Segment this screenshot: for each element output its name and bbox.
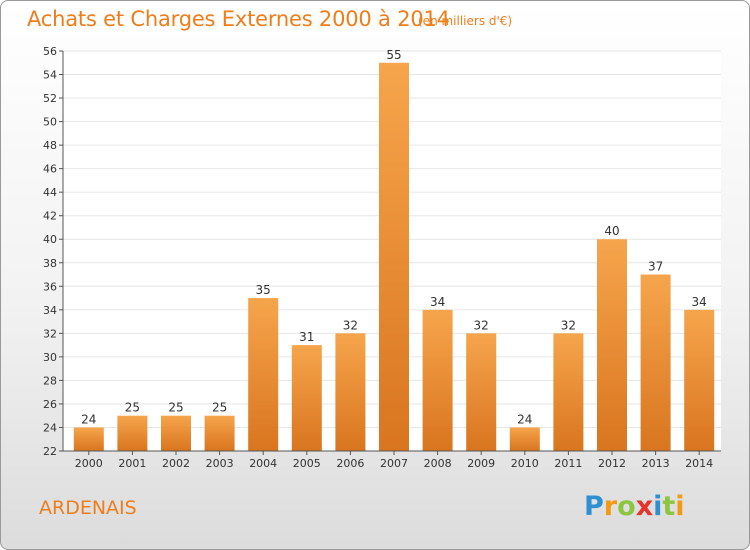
bar-value-label: 31 xyxy=(299,330,314,344)
x-tick-label: 2010 xyxy=(511,457,539,470)
logo-letter: i xyxy=(653,491,663,522)
y-tick-label: 42 xyxy=(43,210,57,223)
x-tick-label: 2006 xyxy=(336,457,364,470)
logo-letter: P xyxy=(584,491,604,522)
bar-value-label: 32 xyxy=(474,318,489,332)
x-tick-label: 2012 xyxy=(598,457,626,470)
bar xyxy=(161,415,191,451)
y-tick-label: 24 xyxy=(43,421,57,434)
y-tick-label: 46 xyxy=(43,163,57,176)
bar xyxy=(422,309,453,451)
x-tick-label: 2013 xyxy=(642,457,670,470)
bar-value-label: 32 xyxy=(343,318,358,332)
bar xyxy=(640,274,671,451)
y-tick-label: 22 xyxy=(43,445,57,458)
y-tick-label: 30 xyxy=(43,351,57,364)
y-tick-label: 52 xyxy=(43,92,57,105)
bar-value-label: 24 xyxy=(517,412,532,426)
commune-name: ARDENAIS xyxy=(39,497,137,519)
proxiti-logo: Proxiti xyxy=(584,491,685,522)
bar-value-label: 37 xyxy=(648,260,663,274)
x-tick-label: 2011 xyxy=(554,457,582,470)
x-tick-label: 2005 xyxy=(293,457,321,470)
value-labels: 24 25 25 25 35 31 32 55 34 32 24 32 40 37 34 xyxy=(81,48,707,427)
bar-value-label: 35 xyxy=(256,283,271,297)
bar xyxy=(117,415,148,451)
bar-value-label: 25 xyxy=(125,401,140,415)
x-tick-label: 2002 xyxy=(162,457,190,470)
y-tick-label: 44 xyxy=(43,186,57,199)
y-tick-label: 32 xyxy=(43,327,57,340)
bar-value-label: 25 xyxy=(168,401,183,415)
bar xyxy=(684,309,715,451)
x-tick-label: 2009 xyxy=(467,457,495,470)
x-tick-label: 2014 xyxy=(685,457,713,470)
chart-subtitle: (en milliers d'€) xyxy=(418,14,513,28)
y-tick-label: 50 xyxy=(43,116,57,129)
x-tick-label: 2000 xyxy=(75,457,103,470)
y-tick-label: 40 xyxy=(43,233,57,246)
logo-letter: i xyxy=(675,491,685,522)
bar xyxy=(379,62,409,451)
logo-letter: o xyxy=(617,491,636,522)
x-tick-label: 2008 xyxy=(424,457,452,470)
bar-value-label: 34 xyxy=(692,295,707,309)
axes: 22 24 26 28 30 32 34 36 38 40 42 44 46 48 50 52 54 56 2000… xyxy=(43,45,721,470)
y-tick-label: 26 xyxy=(43,398,57,411)
bar-value-label: 32 xyxy=(561,318,576,332)
bar xyxy=(597,239,627,451)
logo-letter: x xyxy=(635,491,654,522)
y-tick-label: 48 xyxy=(43,139,57,152)
bar xyxy=(466,333,497,451)
bar-value-label: 34 xyxy=(430,295,445,309)
bar xyxy=(553,333,584,451)
bar xyxy=(335,333,366,451)
y-tick-label: 36 xyxy=(43,280,57,293)
bar xyxy=(509,427,540,451)
logo-letter: t xyxy=(662,491,676,522)
bar xyxy=(291,345,322,451)
x-tick-label: 2003 xyxy=(206,457,234,470)
bar xyxy=(204,415,235,451)
x-tick-label: 2001 xyxy=(118,457,146,470)
logo-letter: r xyxy=(603,491,618,522)
bar-value-label: 24 xyxy=(81,412,96,426)
bar xyxy=(73,427,104,451)
y-tick-label: 56 xyxy=(43,45,57,58)
x-tick-label: 2007 xyxy=(380,457,408,470)
bar-value-label: 55 xyxy=(386,48,401,62)
y-tick-label: 34 xyxy=(43,304,57,317)
bar xyxy=(248,298,279,451)
chart-title: Achats et Charges Externes 2000 à 2014 xyxy=(27,7,450,31)
bar-value-label: 25 xyxy=(212,401,227,415)
y-tick-label: 38 xyxy=(43,257,57,270)
y-tick-label: 54 xyxy=(43,69,57,82)
bars xyxy=(73,62,715,451)
y-tick-label: 28 xyxy=(43,374,57,387)
x-tick-label: 2004 xyxy=(249,457,277,470)
bar-value-label: 40 xyxy=(604,224,619,238)
